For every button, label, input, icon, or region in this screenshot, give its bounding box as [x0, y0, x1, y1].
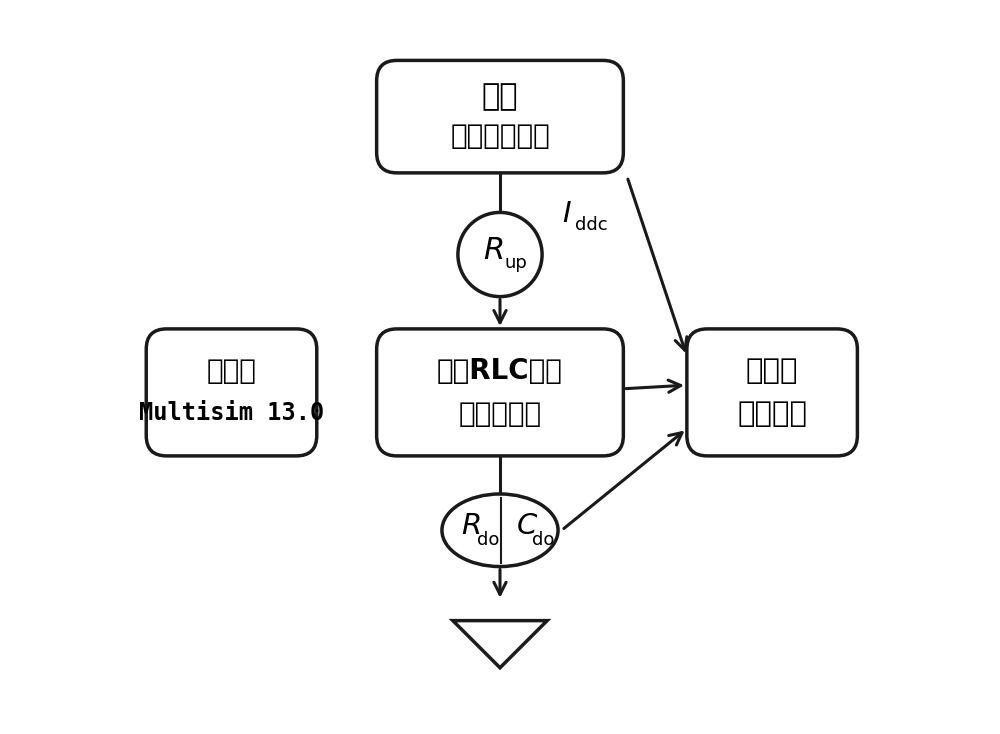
- Text: 示波器: 示波器: [746, 357, 798, 385]
- Text: 三维RLC电路: 三维RLC电路: [437, 357, 563, 385]
- FancyBboxPatch shape: [687, 329, 857, 456]
- Text: Multisim 13.0: Multisim 13.0: [139, 401, 324, 425]
- FancyBboxPatch shape: [377, 329, 623, 456]
- Text: 相图特征: 相图特征: [737, 400, 807, 428]
- Text: up: up: [505, 254, 527, 272]
- FancyBboxPatch shape: [146, 329, 317, 456]
- Text: ddc: ddc: [575, 217, 608, 234]
- Ellipse shape: [442, 494, 558, 567]
- Text: 硬故障注入: 硬故障注入: [458, 400, 542, 428]
- Text: $\mathit{C}$: $\mathit{C}$: [516, 512, 539, 540]
- Text: $\mathit{R}$: $\mathit{R}$: [483, 236, 503, 265]
- Circle shape: [458, 212, 542, 297]
- Text: do: do: [477, 531, 500, 550]
- Text: $\mathit{I}$: $\mathit{I}$: [562, 200, 572, 228]
- FancyBboxPatch shape: [377, 60, 623, 173]
- Text: 仿真器: 仿真器: [207, 357, 256, 385]
- Text: do: do: [532, 531, 555, 550]
- Text: $\mathit{R}$: $\mathit{R}$: [461, 512, 481, 540]
- Text: 布尔混沌电路: 布尔混沌电路: [450, 123, 550, 150]
- Text: 电源: 电源: [482, 82, 518, 112]
